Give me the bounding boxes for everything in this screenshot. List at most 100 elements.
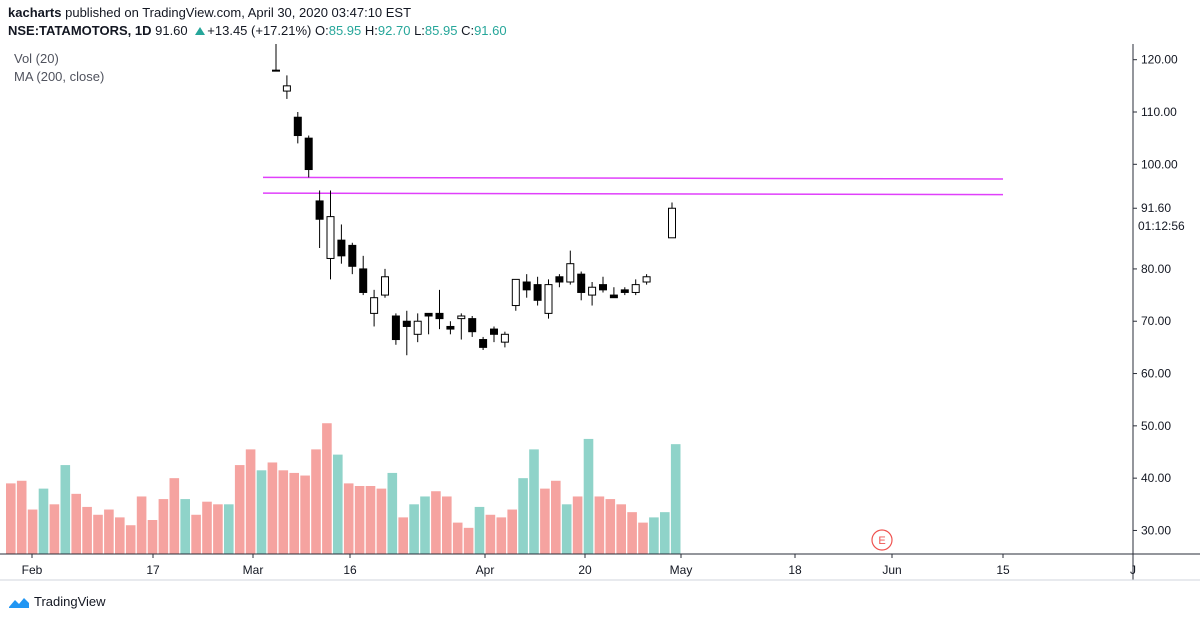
volume-bar — [245, 449, 256, 554]
volume-bar — [300, 475, 310, 554]
indicator-ma[interactable]: MA (200, close) — [14, 69, 105, 84]
volume-bar — [27, 509, 38, 554]
candle-body — [533, 284, 542, 301]
close-label: C: — [461, 23, 475, 38]
volume-bar — [49, 504, 60, 554]
volume-bar — [93, 514, 103, 554]
volume-bar — [485, 514, 496, 554]
volume-bar — [115, 517, 125, 554]
volume-bar — [191, 514, 201, 554]
symbol-row: NSE:TATAMOTORS, 1D 91.60 +13.45 (+17.21%… — [8, 22, 507, 40]
candle-body — [446, 325, 455, 330]
earnings-event-icon — [871, 529, 893, 551]
price-change: +13.45 (+17.21%) — [207, 23, 312, 38]
candle-body — [609, 294, 618, 299]
resistance-lines — [262, 176, 1004, 196]
x-tick-label: Feb — [22, 563, 43, 577]
volume-bar — [376, 488, 387, 554]
volume-bar — [311, 449, 321, 554]
volume-bar — [147, 520, 158, 554]
volume-bar — [365, 486, 376, 554]
volume-bar — [125, 525, 136, 554]
volume-bar — [572, 496, 583, 554]
volume-bar — [605, 499, 616, 554]
volume-bar — [169, 478, 180, 554]
candle-body — [337, 239, 346, 257]
x-tick-label: Apr — [476, 563, 495, 577]
indicator-volume[interactable]: Vol (20) — [14, 51, 59, 66]
volume-bar — [136, 496, 147, 554]
axes: 120.00 110.00 100.00 80.00 70.00 60.00 50.00 40… — [0, 44, 1200, 581]
volume-bar — [354, 486, 365, 554]
candle-body — [381, 276, 389, 296]
y-tick-label: 60.00 — [1141, 367, 1171, 381]
volume-bar — [16, 480, 27, 554]
candle-body — [668, 207, 676, 239]
volume-bar — [387, 472, 398, 554]
volume-bar — [551, 480, 561, 554]
countdown-label: 01:12:56 — [1138, 219, 1185, 233]
volume-bar — [529, 449, 539, 554]
chart-header: kacharts published on TradingView.com, A… — [8, 4, 411, 22]
volume-bar — [442, 496, 452, 554]
volume-bar — [224, 504, 234, 554]
volume-bar — [496, 517, 507, 554]
candle-body — [370, 297, 379, 314]
volume-bar — [616, 504, 626, 554]
y-tick-label: 50.00 — [1141, 419, 1171, 433]
candle-body — [599, 284, 607, 291]
volume-bar — [638, 522, 648, 554]
y-tick-label: 110.00 — [1141, 105, 1177, 119]
candle-body — [555, 276, 564, 283]
volume-bar — [256, 470, 267, 554]
tradingview-brand[interactable]: TradingView — [8, 594, 106, 609]
x-tick-label: J — [1130, 563, 1136, 577]
candle-body — [631, 284, 640, 293]
x-tick-label: 16 — [343, 563, 357, 577]
volume-bar — [104, 509, 114, 554]
volume-bar — [322, 423, 332, 554]
indicator-legend: Vol (20) MA (200, close) — [14, 50, 104, 86]
candle-body — [359, 268, 368, 293]
candle-body — [413, 320, 422, 335]
symbol-label[interactable]: NSE:TATAMOTORS, 1D — [8, 23, 152, 38]
volume-bar — [660, 512, 670, 554]
low-value: 85.95 — [424, 23, 458, 38]
candle-body — [402, 320, 411, 327]
candle-body — [566, 263, 575, 283]
volume-bars — [6, 423, 681, 554]
close-value: 91.60 — [474, 23, 507, 38]
volume-bar — [60, 465, 71, 554]
candle-body — [326, 216, 335, 259]
candle-body — [544, 284, 553, 314]
volume-bar — [38, 488, 49, 554]
author-name[interactable]: kacharts — [8, 5, 62, 20]
candle-body — [577, 273, 586, 293]
y-tick-label: 40.00 — [1141, 471, 1171, 485]
brand-label: TradingView — [34, 594, 106, 609]
open-value: 85.95 — [328, 23, 362, 38]
x-tick-label: May — [670, 563, 693, 577]
volume-bar — [561, 504, 572, 554]
resistance-line — [262, 192, 1004, 196]
volume-bar — [627, 512, 637, 554]
volume-bar — [431, 491, 441, 554]
candle-body — [588, 286, 597, 296]
low-label: L: — [414, 23, 425, 38]
last-price: 91.60 — [155, 23, 188, 38]
candle-body — [468, 318, 477, 333]
volume-bar — [343, 483, 354, 554]
volume-bar — [518, 478, 528, 554]
volume-bar — [583, 438, 594, 554]
volume-bar — [649, 517, 659, 554]
candle-body — [435, 312, 444, 320]
volume-bar — [180, 499, 190, 554]
volume-bar — [507, 509, 517, 554]
earnings-event-label: E — [878, 535, 885, 547]
y-tick-label: 120.00 — [1141, 53, 1178, 67]
y-tick-label: 100.00 — [1141, 157, 1178, 171]
volume-bar — [267, 462, 278, 554]
candle-body — [500, 333, 509, 343]
volume-bar — [452, 522, 463, 554]
